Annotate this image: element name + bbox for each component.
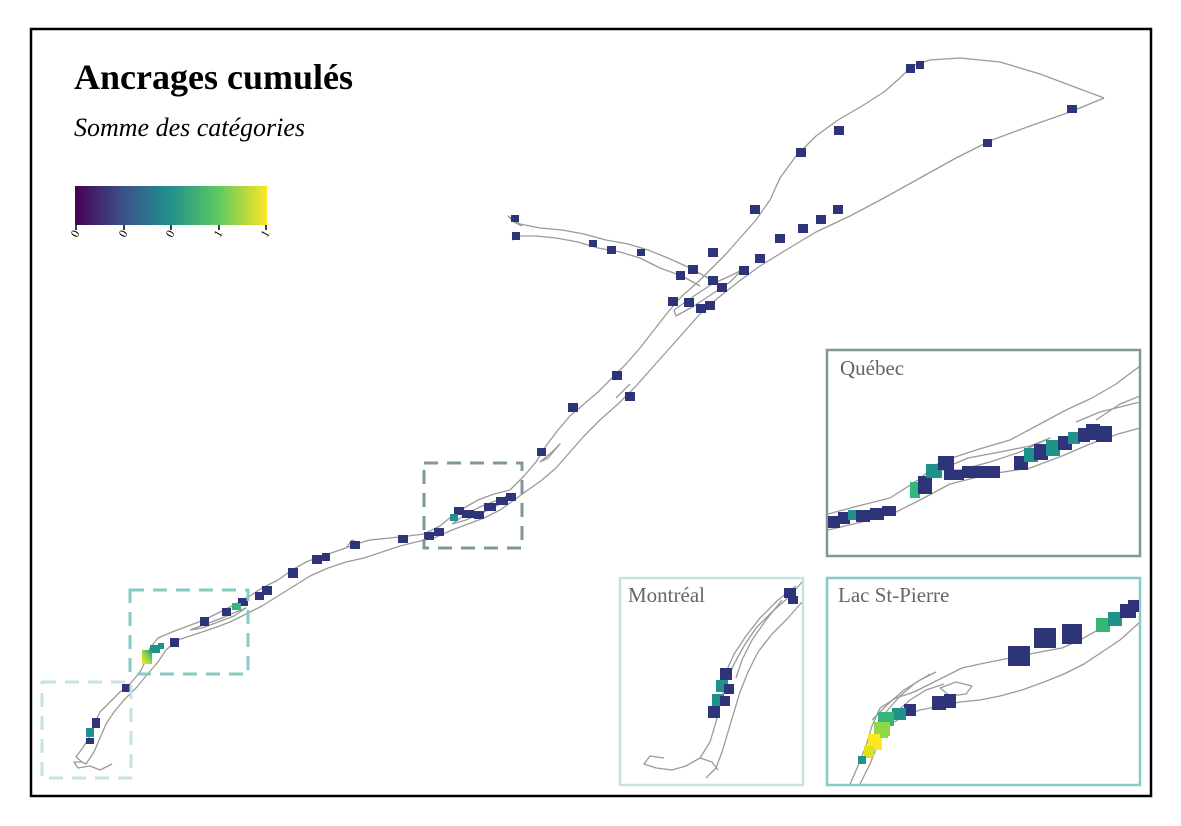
- inset-quebec: Québec: [825, 348, 1142, 558]
- inset-lac-st-pierre-label: Lac St-Pierre: [838, 583, 949, 607]
- legend-colorbar: [75, 186, 267, 225]
- inset-lac-st-pierre-frame: [825, 576, 1142, 787]
- st-lawrence-shoreline: [73, 57, 1105, 771]
- inset-quebec-label: Québec: [840, 356, 904, 380]
- anchorage-cells: [86, 61, 1077, 744]
- extent-box-quebec: [422, 461, 524, 550]
- extent-box-montreal: [40, 680, 133, 780]
- extent-box-lac-st-pierre: [128, 588, 250, 676]
- inset-montreal-label: Montréal: [628, 583, 705, 607]
- map-title: Ancrages cumulés: [74, 57, 353, 97]
- inset-quebec-frame: [825, 348, 1142, 558]
- map-subtitle: Somme des catégories: [74, 113, 305, 142]
- inset-montreal: Montréal: [618, 576, 805, 787]
- inset-lac-st-pierre: Lac St-Pierre: [825, 576, 1142, 787]
